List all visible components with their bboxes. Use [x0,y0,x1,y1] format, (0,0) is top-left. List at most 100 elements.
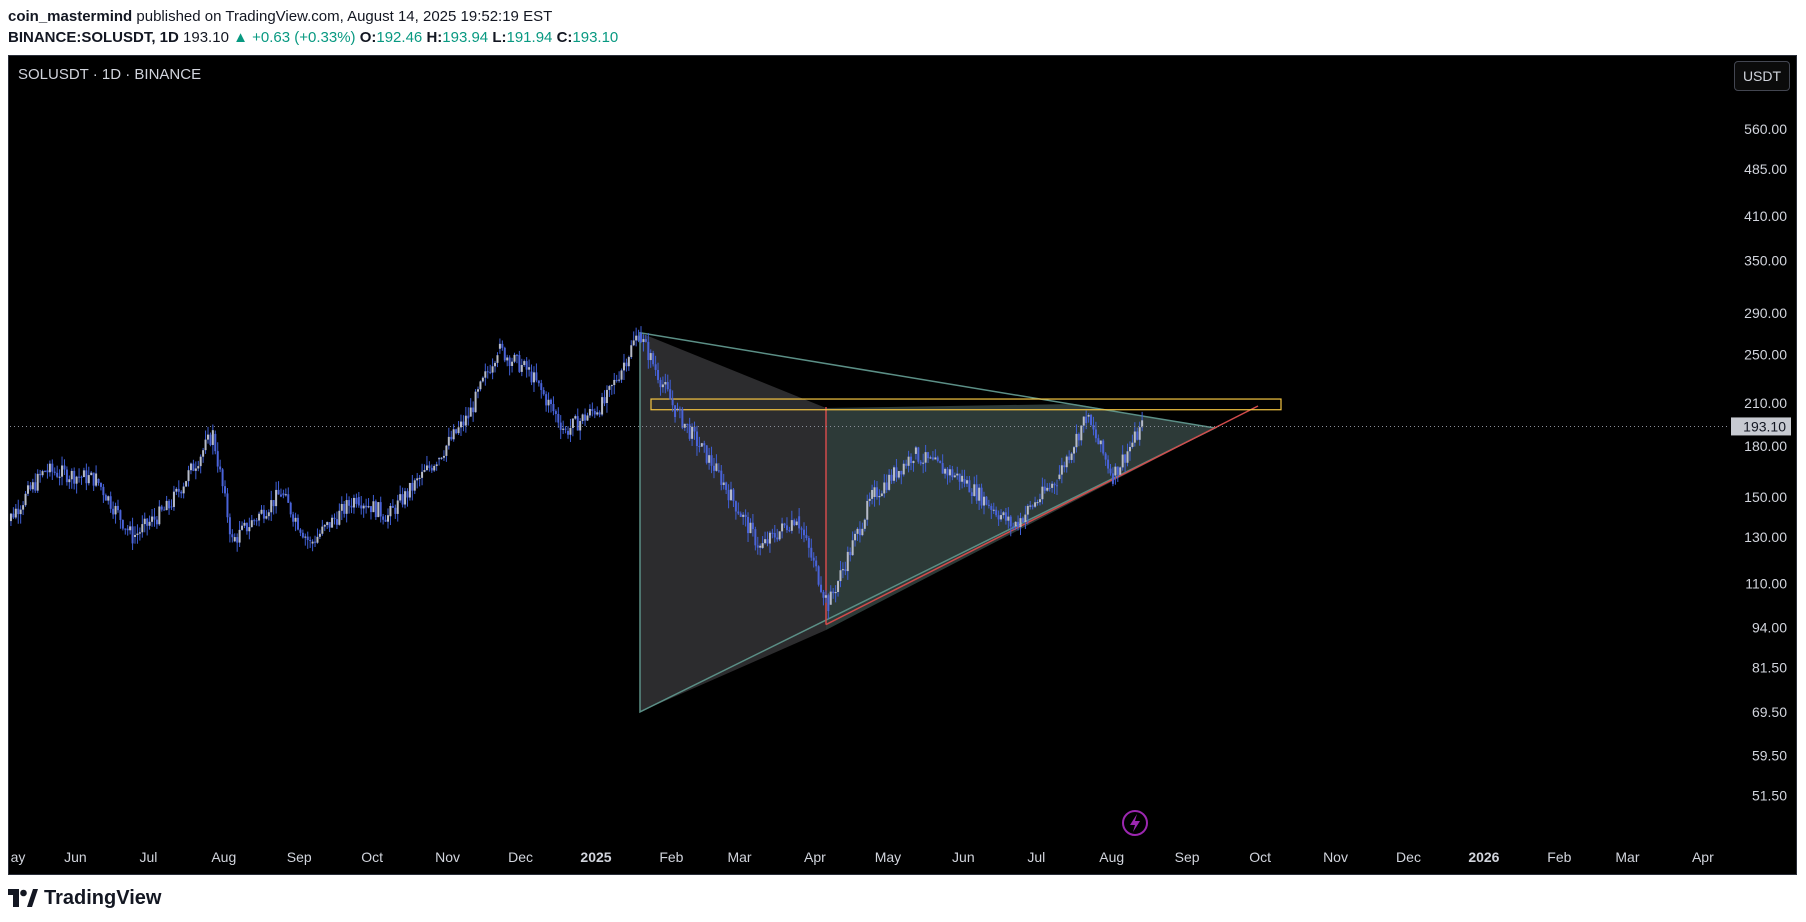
x-tick-label: Apr [1692,849,1714,865]
candle-body [934,457,937,460]
candle-body [654,364,657,370]
candle-body [936,457,939,461]
candle-body [897,471,900,478]
candle-body [199,456,202,467]
candle-body [642,339,645,343]
candle-body [233,537,236,542]
author-name[interactable]: coin_mastermind [8,8,133,25]
candle-body [365,505,368,508]
candle-body [917,447,920,462]
candle-body [455,429,458,434]
open-value: 192.46 [376,29,423,46]
x-tick-label: Oct [1249,849,1271,865]
y-tick-label: 69.50 [1752,704,1787,720]
candle-body [275,489,278,507]
candle-body [304,536,307,538]
candle-body [613,379,616,386]
candle-body [944,468,947,474]
candle-body [1031,505,1034,507]
candle-body [1012,526,1015,528]
candle-body [134,534,137,537]
candle-body [408,482,411,498]
candle-body [700,443,703,447]
candle-body [343,503,346,514]
candle-body [941,463,944,474]
candle-body [627,357,630,367]
candle-body [95,473,98,486]
candle-body [175,488,178,492]
candle-body [1097,438,1100,445]
candle-body [435,464,438,466]
candle-body [523,361,526,365]
candle-body [294,517,297,522]
candle-body [883,482,886,494]
candle-body [800,528,803,530]
candle-body [1036,502,1039,504]
candle-body [413,480,416,491]
candle-body [141,524,144,533]
candle-body [929,457,932,459]
candle-body [931,457,934,460]
candle-body [990,505,993,510]
publish-info: published on TradingView.com, August 14,… [136,8,553,25]
candle-body [1109,468,1112,474]
candle-body [751,522,754,530]
candle-body [1114,466,1117,476]
x-tick-label: 2025 [580,849,611,865]
candle-body [194,468,197,471]
candle-body [635,335,638,341]
candle-body [90,472,93,476]
candle-body [764,539,767,544]
y-tick-label: 180.00 [1744,438,1787,454]
chart-header: coin_mastermind published on TradingView… [8,6,1798,50]
candle-body [489,371,492,373]
candle-body [681,409,684,428]
candle-body [608,386,611,390]
candle-body [970,492,973,497]
candle-body [863,519,866,529]
candle-body [243,522,246,526]
candle-body [311,541,314,544]
publish-line: coin_mastermind published on TradingView… [8,6,1798,27]
x-tick-label: Mar [1615,849,1639,865]
candle-body [744,514,747,517]
candle-body [995,509,998,516]
candle-body [1048,487,1051,489]
candle-body [958,473,961,482]
candle-body [138,532,141,534]
candle-body [129,526,132,531]
candle-body [185,481,188,487]
candle-body [761,543,764,548]
currency-button[interactable]: USDT [1734,61,1790,91]
y-tick-label: 81.50 [1752,659,1787,675]
candle-body [85,470,88,484]
candle-body [973,484,976,497]
candle-body [632,340,635,346]
candle-body [849,551,852,556]
x-tick-label: Oct [361,849,383,865]
candle-body [1021,518,1024,522]
candle-body [204,439,207,451]
candle-body [396,500,399,514]
candle-body [924,452,927,463]
candle-body [783,523,786,526]
candle-body [58,476,61,478]
low-label: L: [492,29,507,46]
candle-body [515,354,518,356]
candle-body [92,472,95,486]
candle-body [1065,456,1068,468]
candle-body [39,473,42,476]
x-tick-label: Jul [139,849,157,865]
tradingview-logo[interactable]: TradingView [8,886,161,910]
candle-body [1009,516,1012,527]
candle-body [155,519,158,525]
candle-body [552,404,555,412]
candle-body [657,369,660,380]
candle-body [856,528,859,534]
candle-body [530,371,533,383]
candle-body [1077,433,1080,441]
candle-body [260,509,263,514]
candle-body [768,532,771,544]
candle-body [871,489,874,499]
